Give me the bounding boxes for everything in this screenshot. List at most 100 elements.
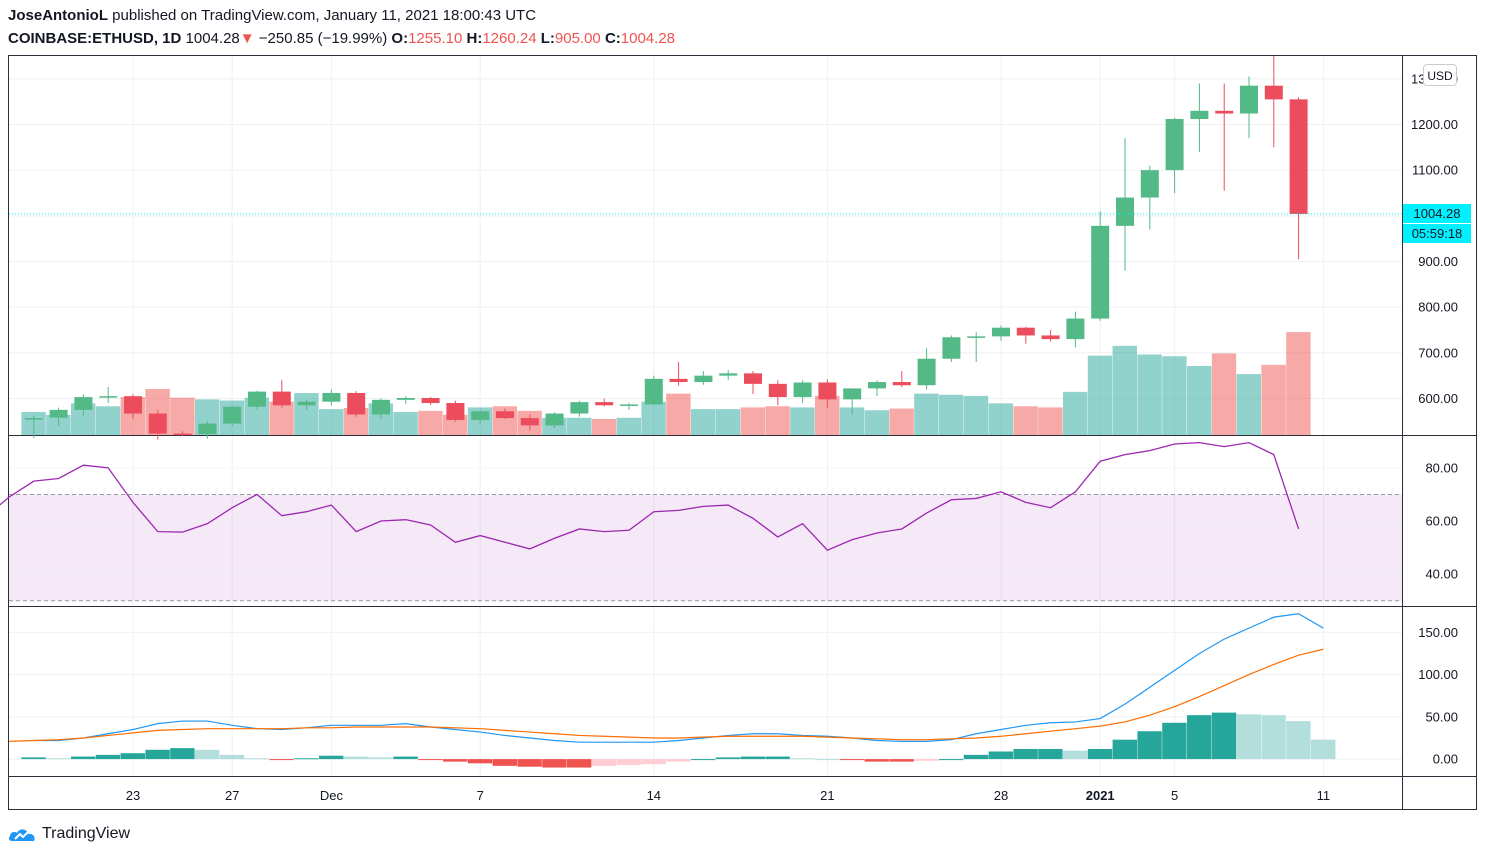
volume-bar bbox=[790, 407, 815, 435]
macd-histogram-bar bbox=[219, 754, 245, 760]
volume-bar bbox=[170, 397, 195, 435]
volume-bar bbox=[1261, 364, 1286, 435]
macd-histogram-bar bbox=[914, 759, 939, 761]
volume-bar bbox=[1087, 355, 1113, 435]
volume-bar bbox=[294, 393, 319, 435]
macd-histogram-bar bbox=[244, 758, 269, 760]
macd-histogram-bar bbox=[319, 755, 344, 760]
last-price: 1004.28 bbox=[185, 30, 240, 47]
time-tick-label: 21 bbox=[820, 788, 834, 803]
time-tick-label: 14 bbox=[647, 788, 661, 803]
macd-histogram-bar bbox=[939, 759, 964, 761]
volume-bar bbox=[740, 407, 765, 435]
macd-histogram-bar bbox=[1187, 715, 1212, 760]
candle-body bbox=[421, 398, 440, 404]
candle-body bbox=[595, 402, 614, 406]
macd-histogram-bar bbox=[815, 759, 840, 761]
candle-body bbox=[868, 382, 886, 389]
close-value: 1004.28 bbox=[620, 30, 676, 47]
volume-bar bbox=[1013, 406, 1038, 435]
macd-histogram-bar bbox=[269, 759, 294, 761]
volume-bar bbox=[1236, 374, 1261, 435]
change-down-icon: ▼ bbox=[239, 30, 255, 47]
volume-bar bbox=[1211, 353, 1237, 435]
volume-bar bbox=[1038, 407, 1063, 435]
volume-bar bbox=[963, 395, 989, 435]
volume-bar bbox=[1112, 345, 1137, 435]
candle-body bbox=[744, 373, 762, 384]
candle-body bbox=[694, 375, 713, 383]
tradingview-cloud-icon bbox=[8, 829, 35, 841]
candle-body bbox=[843, 388, 862, 400]
price-tick-label: 600.00 bbox=[1418, 391, 1458, 406]
macd-histogram-bar bbox=[691, 759, 716, 761]
candle-body bbox=[644, 378, 663, 405]
macd-histogram-bar bbox=[1013, 748, 1038, 760]
countdown-label: 05:59:18 bbox=[1403, 224, 1471, 243]
brand-name: TradingView bbox=[42, 825, 131, 842]
candle-body bbox=[992, 327, 1010, 337]
candle-body bbox=[967, 336, 986, 338]
macd-tick-label: 50.00 bbox=[1425, 709, 1458, 724]
volume-bar bbox=[641, 401, 666, 435]
macd-histogram-bar bbox=[988, 751, 1013, 760]
candle-body bbox=[1140, 170, 1159, 198]
ohlc-line: COINBASE:ETHUSD, 1D 1004.28▼ −250.85 (−1… bbox=[8, 29, 675, 49]
volume-bar bbox=[914, 393, 939, 435]
candle-body bbox=[297, 401, 316, 406]
rsi-tick-label: 60.00 bbox=[1425, 514, 1458, 529]
candle-body bbox=[719, 373, 738, 376]
candle-body bbox=[74, 397, 93, 410]
macd-histogram-bar bbox=[963, 754, 989, 760]
price-tick-label: 1100.00 bbox=[1412, 163, 1458, 178]
candle-body bbox=[917, 358, 936, 386]
candle-body bbox=[99, 396, 118, 398]
time-tick-label: 27 bbox=[225, 788, 239, 803]
rsi-line bbox=[0, 441, 1300, 551]
candle-body bbox=[49, 409, 68, 418]
time-tick-label: 23 bbox=[126, 788, 140, 803]
macd-histogram-bar bbox=[21, 757, 46, 760]
price-change: −250.85 (−19.99%) bbox=[258, 30, 388, 47]
time-tick-label: 2021 bbox=[1086, 788, 1115, 803]
candle-body bbox=[496, 411, 514, 419]
volume-bar bbox=[691, 409, 716, 435]
candle-body bbox=[620, 404, 638, 406]
candle-body bbox=[942, 337, 961, 359]
candle-body bbox=[372, 399, 390, 415]
candle-body bbox=[818, 382, 837, 400]
low-label: L: bbox=[540, 30, 555, 47]
last-price-label: 1004.28 bbox=[1403, 204, 1471, 223]
macd-histogram-bar bbox=[1261, 715, 1286, 760]
candle-body bbox=[1066, 318, 1085, 340]
price-tick-label: 1200.00 bbox=[1411, 117, 1458, 132]
price-tick-label: 900.00 bbox=[1418, 254, 1458, 269]
candle-body bbox=[1165, 119, 1184, 171]
candle-body bbox=[223, 406, 242, 424]
macd-histogram-bar bbox=[666, 759, 691, 762]
volume-bar bbox=[319, 409, 344, 435]
candle-body bbox=[24, 418, 43, 420]
candle-body bbox=[1289, 99, 1308, 214]
volume-bar bbox=[1162, 356, 1187, 435]
symbol-label: COINBASE:ETHUSD, 1D bbox=[8, 30, 182, 47]
macd-histogram-bar bbox=[1236, 714, 1261, 760]
author-name[interactable]: JoseAntonioL bbox=[8, 7, 108, 24]
tradingview-logo[interactable]: TradingView bbox=[8, 822, 130, 846]
candle-body bbox=[793, 382, 812, 398]
high-value: 1260.24 bbox=[482, 30, 537, 47]
open-value: 1255.10 bbox=[408, 30, 463, 47]
candle-body bbox=[396, 398, 415, 400]
currency-button[interactable]: USD bbox=[1423, 64, 1457, 86]
rsi-tick-label: 80.00 bbox=[1425, 460, 1458, 475]
macd-tick-label: 0.00 bbox=[1433, 752, 1458, 767]
candle-body bbox=[248, 391, 266, 407]
macd-histogram-bar bbox=[1087, 748, 1113, 760]
macd-histogram-bar bbox=[616, 759, 641, 766]
candle-body bbox=[1215, 110, 1234, 114]
volume-bar bbox=[988, 403, 1013, 435]
time-tick-label: 5 bbox=[1171, 788, 1178, 803]
candle-body bbox=[545, 413, 564, 426]
rsi-tick-label: 40.00 bbox=[1425, 567, 1458, 582]
